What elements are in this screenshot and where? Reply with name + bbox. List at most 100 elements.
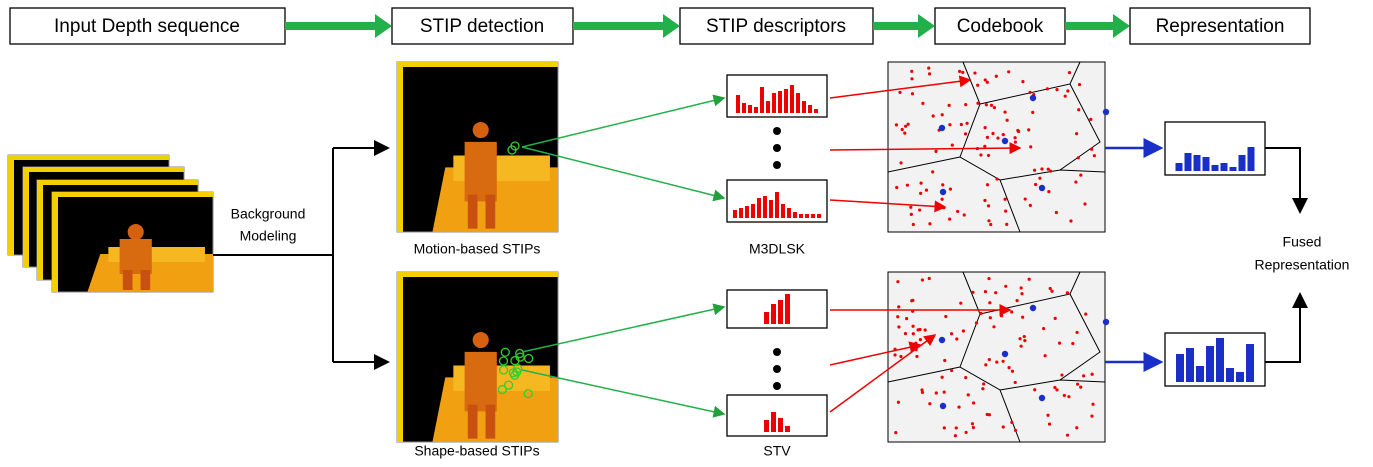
feature-dot bbox=[995, 177, 998, 180]
feature-dot bbox=[1054, 317, 1057, 320]
feature-dot bbox=[971, 422, 974, 425]
feature-dot bbox=[1001, 360, 1004, 363]
feature-dot bbox=[919, 192, 922, 195]
feature-dot bbox=[1003, 110, 1006, 113]
codeword bbox=[1039, 395, 1045, 401]
feature-dot bbox=[910, 213, 913, 216]
codeword bbox=[1103, 319, 1109, 325]
feature-dot bbox=[925, 189, 928, 192]
head bbox=[473, 332, 489, 348]
feature-dot bbox=[976, 84, 979, 87]
feature-dot bbox=[1002, 133, 1005, 136]
hist-bar bbox=[1236, 372, 1244, 382]
depth-image bbox=[397, 62, 558, 232]
feature-dot bbox=[948, 104, 951, 107]
feature-dot bbox=[919, 338, 922, 341]
feature-dot bbox=[915, 355, 918, 358]
hist-bar bbox=[1176, 354, 1184, 382]
feature-dot bbox=[1005, 223, 1008, 226]
feature-dot bbox=[988, 358, 991, 361]
depth-edge bbox=[8, 155, 14, 255]
hist-bar bbox=[775, 192, 779, 218]
feature-dot bbox=[920, 388, 923, 391]
hist-bar bbox=[811, 214, 815, 218]
hist-bar bbox=[814, 109, 818, 113]
feature-dot bbox=[903, 132, 906, 135]
depth-edge bbox=[397, 62, 558, 67]
codebooks bbox=[888, 62, 1109, 442]
feature-dot bbox=[912, 223, 915, 226]
feature-dot bbox=[1031, 111, 1034, 114]
feature-dot bbox=[979, 312, 982, 315]
feature-dot bbox=[984, 126, 987, 129]
feature-dot bbox=[1023, 335, 1026, 338]
feature-dot bbox=[991, 132, 994, 135]
feature-dot bbox=[963, 213, 966, 216]
feature-dot bbox=[894, 431, 897, 434]
codeword bbox=[939, 125, 945, 131]
feature-dot bbox=[1068, 71, 1071, 74]
caption: M3DLSK bbox=[749, 241, 806, 257]
bg-label: Background bbox=[231, 206, 306, 222]
feature-dot bbox=[918, 208, 921, 211]
depth-image bbox=[397, 272, 558, 442]
hist-bar bbox=[763, 196, 767, 218]
feature-dot bbox=[943, 359, 946, 362]
hist-bar bbox=[790, 85, 794, 113]
feature-dot bbox=[988, 413, 991, 416]
feature-dot bbox=[1007, 70, 1010, 73]
feature-dot bbox=[904, 125, 907, 128]
hist-bar bbox=[1246, 344, 1254, 382]
feature-dot bbox=[1069, 219, 1072, 222]
feature-dot bbox=[1079, 386, 1082, 389]
feature-dot bbox=[1078, 83, 1081, 86]
feature-dot bbox=[1038, 177, 1041, 180]
depth-edge bbox=[397, 62, 403, 232]
feature-dot bbox=[986, 183, 989, 186]
feature-dot bbox=[1014, 429, 1017, 432]
feature-dot bbox=[906, 184, 909, 187]
feature-dot bbox=[941, 183, 944, 186]
feature-dot bbox=[1004, 285, 1007, 288]
hist-bar bbox=[805, 214, 809, 218]
feature-dot bbox=[1046, 414, 1049, 417]
feature-dot bbox=[950, 369, 953, 372]
feature-dot bbox=[896, 315, 899, 318]
hist-bar bbox=[1226, 368, 1234, 382]
body bbox=[465, 352, 497, 412]
hist-box bbox=[727, 395, 827, 436]
hist-bar bbox=[1206, 346, 1214, 382]
feature-dot bbox=[1013, 136, 1016, 139]
feature-dot bbox=[941, 376, 944, 379]
feature-dot bbox=[895, 186, 898, 189]
body bbox=[120, 239, 152, 274]
feature-dot bbox=[1040, 167, 1043, 170]
feature-dot bbox=[959, 302, 962, 305]
feature-dot bbox=[1067, 395, 1070, 398]
hist-bar bbox=[1230, 167, 1237, 171]
hist-bar bbox=[1216, 338, 1224, 382]
feature-dot bbox=[954, 434, 957, 437]
hist-bar bbox=[745, 206, 749, 218]
feature-dot bbox=[1077, 156, 1080, 159]
hist-bar bbox=[760, 87, 764, 113]
feature-dot bbox=[1034, 183, 1037, 186]
feature-dot bbox=[1014, 141, 1017, 144]
hist-bar bbox=[817, 214, 821, 218]
feature-dot bbox=[1089, 118, 1092, 121]
pipeline-diagram: Input Depth sequence STIP detection STIP… bbox=[0, 0, 1373, 462]
caption: STV bbox=[763, 443, 791, 459]
codeword bbox=[1030, 95, 1036, 101]
hist-bar bbox=[1239, 155, 1246, 171]
feature-dot bbox=[1066, 89, 1069, 92]
feature-dot bbox=[992, 325, 995, 328]
hist-bar bbox=[785, 426, 790, 432]
depth-edge bbox=[8, 155, 169, 160]
depth-edge bbox=[397, 272, 403, 442]
hist-box bbox=[727, 290, 827, 328]
feature-dot bbox=[1014, 381, 1017, 384]
hist-bar bbox=[793, 212, 797, 218]
feature-dot bbox=[1064, 95, 1067, 98]
feature-dot bbox=[896, 280, 899, 283]
feature-dot bbox=[990, 104, 993, 107]
